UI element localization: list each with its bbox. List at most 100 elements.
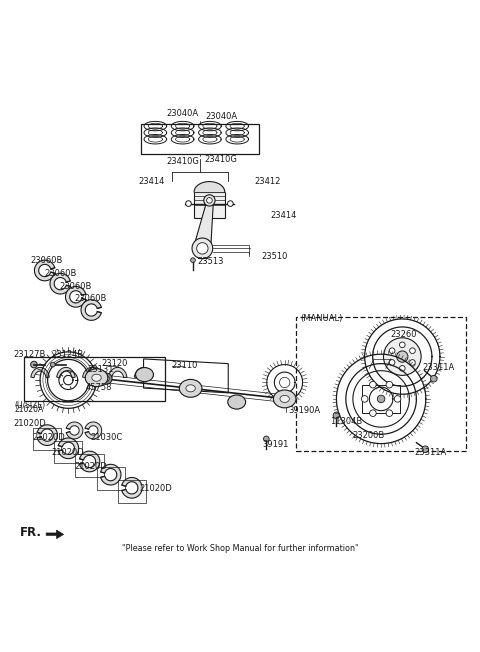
Ellipse shape [135,368,154,381]
Text: 23060B: 23060B [74,294,107,303]
Polygon shape [194,205,213,246]
Text: 21020D: 21020D [32,434,65,443]
Text: 23414: 23414 [138,177,165,186]
Bar [96,467,125,490]
Polygon shape [108,368,127,378]
Text: "Please refer to Work Shop Manual for further information": "Please refer to Work Shop Manual for fu… [122,544,358,552]
Ellipse shape [186,385,195,392]
Circle shape [361,396,368,402]
Bar [297,317,466,451]
Text: 23510: 23510 [261,252,288,261]
Circle shape [409,360,415,365]
Polygon shape [58,438,79,458]
Ellipse shape [274,390,296,408]
Circle shape [396,351,408,363]
Text: 21020D: 21020D [13,419,46,428]
Polygon shape [122,477,142,498]
Polygon shape [65,286,86,307]
Text: 21020A: 21020A [14,405,44,414]
Ellipse shape [85,369,108,387]
Circle shape [422,446,429,452]
Text: 23410G: 23410G [205,155,238,164]
Circle shape [104,376,109,381]
Text: 23200B: 23200B [352,430,384,439]
Ellipse shape [228,395,246,409]
Text: 23060B: 23060B [45,269,77,278]
Bar [118,481,146,503]
Text: 23311A: 23311A [414,447,446,456]
Text: (U/SIZE): (U/SIZE) [14,400,45,409]
Polygon shape [80,451,100,472]
Bar [75,454,104,477]
Circle shape [384,338,421,376]
Text: 21020D: 21020D [52,447,84,456]
Polygon shape [35,260,55,281]
Polygon shape [57,368,75,378]
Circle shape [101,373,112,384]
Circle shape [186,201,192,207]
Text: 23040A: 23040A [205,112,237,121]
Text: 23513: 23513 [198,257,224,265]
Bar [141,124,259,155]
Circle shape [279,378,290,388]
Circle shape [333,412,340,419]
Text: 23060B: 23060B [31,256,63,265]
Text: 23311A: 23311A [422,363,455,372]
Circle shape [204,195,215,206]
Circle shape [399,366,405,371]
Text: 21020D: 21020D [74,462,107,471]
Circle shape [206,198,212,203]
Text: 21020D: 21020D [139,484,172,493]
Polygon shape [50,273,70,294]
Polygon shape [85,422,102,439]
Ellipse shape [280,395,289,402]
Circle shape [389,360,395,365]
Circle shape [409,348,415,353]
Circle shape [386,410,393,417]
Circle shape [192,238,213,259]
Polygon shape [81,300,101,320]
Text: 39191: 39191 [263,440,289,449]
Circle shape [394,396,401,402]
Circle shape [389,348,395,353]
Circle shape [399,342,405,348]
Circle shape [370,381,376,388]
Text: 39190A: 39190A [288,406,320,415]
Circle shape [431,376,437,382]
Text: 45758: 45758 [86,383,112,392]
Text: 23127B: 23127B [13,349,46,359]
Ellipse shape [92,374,101,381]
Polygon shape [194,192,225,218]
Polygon shape [83,368,101,378]
Text: 23131: 23131 [87,364,114,374]
Polygon shape [37,425,58,445]
Polygon shape [134,368,153,378]
Circle shape [377,395,385,403]
Text: 23060B: 23060B [59,282,91,291]
Text: 23260: 23260 [391,330,417,339]
Text: 23040A: 23040A [167,109,199,118]
Text: 23110: 23110 [172,361,198,370]
Circle shape [386,381,393,388]
Circle shape [197,243,208,254]
Text: 23412: 23412 [254,177,280,186]
Bar [24,357,165,401]
Bar [362,385,400,413]
Text: (MANUAL): (MANUAL) [300,314,343,323]
Circle shape [191,258,195,263]
Circle shape [264,436,269,441]
Text: 23414: 23414 [271,211,297,220]
Polygon shape [66,422,83,439]
Bar [33,428,61,450]
Polygon shape [101,464,121,485]
Text: 23124B: 23124B [51,349,83,359]
Polygon shape [46,530,63,539]
Ellipse shape [180,379,202,397]
Text: 21030C: 21030C [90,434,123,443]
Circle shape [50,363,55,367]
Circle shape [370,410,376,417]
Polygon shape [31,368,49,378]
Text: 11304B: 11304B [330,417,362,426]
Circle shape [31,361,37,368]
Circle shape [228,201,233,207]
